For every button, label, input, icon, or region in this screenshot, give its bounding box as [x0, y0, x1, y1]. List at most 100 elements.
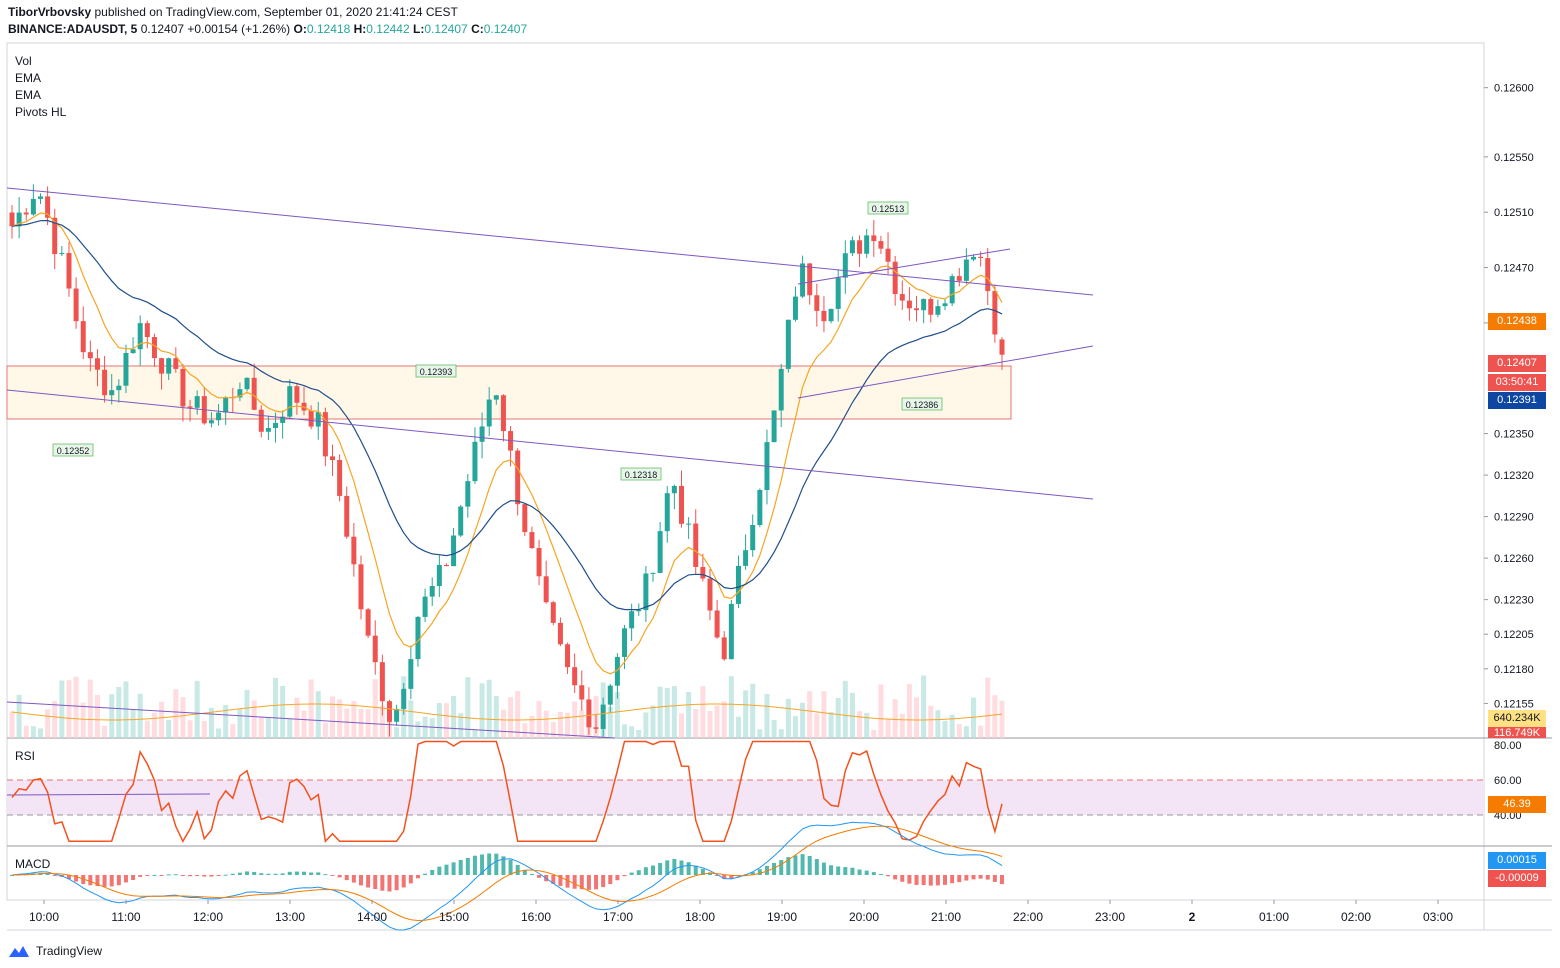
candle-body	[622, 628, 628, 657]
pivot-label-text: 0.12318	[625, 470, 658, 480]
candle-body	[785, 319, 791, 369]
ema-fast-badge: 0.12438	[1488, 313, 1546, 330]
time-tick-label: 17:00	[603, 910, 633, 924]
symbol-name[interactable]: BINANCE:ADAUSDT, 5	[8, 22, 138, 36]
candle-body	[757, 490, 763, 526]
candle-body	[251, 377, 257, 410]
candle-body	[942, 303, 948, 307]
time-tick-label: 03:00	[1423, 910, 1453, 924]
candle-body	[23, 212, 29, 215]
volume-bar	[529, 715, 535, 738]
candle-body	[607, 685, 613, 705]
volume-bar	[999, 700, 1005, 738]
volume-bar	[878, 684, 884, 738]
macd-bar	[529, 874, 534, 876]
macd-bar	[586, 875, 591, 890]
candle-body	[330, 456, 336, 461]
candle-body	[821, 310, 827, 322]
candle-body	[842, 253, 848, 278]
volume-bar	[422, 716, 428, 738]
volume-bar	[963, 726, 969, 738]
macd-bar	[159, 875, 164, 876]
candle-body	[102, 369, 108, 396]
rsi-line	[11, 740, 1003, 843]
macd-bar	[380, 875, 385, 891]
macd-bar	[480, 854, 485, 875]
volume-bar	[757, 729, 763, 738]
volume-bar	[543, 710, 549, 738]
macd-bar	[401, 875, 406, 888]
volume-ma-line	[11, 703, 1003, 721]
time-tick-label: 18:00	[685, 910, 715, 924]
volume-bar	[814, 713, 820, 738]
candle-body	[401, 688, 407, 709]
supply-zone[interactable]	[6, 365, 1012, 420]
indicator-ema-2[interactable]: EMA	[15, 88, 42, 102]
macd-bar	[10, 875, 14, 876]
macd-bar	[188, 875, 193, 877]
indicator-vol[interactable]: Vol	[15, 54, 32, 68]
time-tick-label: 20:00	[849, 910, 879, 924]
candle-body	[315, 412, 321, 427]
volume-bar	[807, 691, 813, 738]
candle-body	[707, 578, 713, 611]
volume-bar	[899, 713, 905, 738]
rsi-label[interactable]: RSI	[15, 749, 36, 763]
low-label: L:	[413, 22, 425, 36]
candle-body	[337, 460, 343, 496]
candle-body	[429, 586, 435, 597]
volume-bar	[9, 711, 15, 738]
candle-body	[914, 308, 920, 311]
candle-body	[386, 701, 392, 722]
volume-bar	[985, 677, 991, 738]
macd-bar	[622, 875, 627, 877]
macd-bar	[857, 869, 862, 875]
volume-bar	[693, 708, 699, 738]
macd-bar	[95, 875, 100, 886]
high-label: H:	[353, 22, 367, 36]
candle-body	[237, 389, 243, 398]
volume-bar	[686, 692, 692, 738]
volume-bar	[678, 713, 684, 738]
macd-bar	[472, 855, 477, 875]
macd-bar	[515, 864, 520, 875]
candle-body	[714, 610, 720, 638]
macd-bar	[309, 872, 314, 875]
time-tick-label: 13:00	[275, 910, 305, 924]
macd-bar	[330, 875, 335, 876]
author-name[interactable]: TiborVrbovsky	[8, 5, 92, 19]
high-value: 0.12442	[366, 22, 410, 36]
volume-bar	[671, 686, 677, 738]
candle-body	[166, 358, 172, 374]
volume-bar	[721, 701, 727, 738]
indicator-pivots[interactable]: Pivots HL	[15, 105, 67, 119]
macd-bar	[643, 867, 648, 875]
candle-body	[579, 685, 585, 700]
candle-body	[678, 485, 684, 524]
macd-bar	[387, 875, 392, 892]
candle-body	[280, 416, 286, 423]
indicator-ema-1[interactable]: EMA	[15, 71, 42, 85]
candle-body	[159, 358, 165, 374]
macd-bar	[45, 873, 50, 875]
macd-label[interactable]: MACD	[15, 857, 51, 871]
macd-bar	[893, 875, 898, 880]
candle-body	[572, 667, 578, 686]
pivot-labels: 0.12352 0.12393 0.12318 0.12513 0.12386	[52, 201, 943, 481]
rsi-badge: 46.39	[1488, 796, 1546, 813]
macd-bar	[131, 875, 136, 880]
volume-bar	[522, 723, 528, 738]
macd-bar	[508, 859, 513, 875]
volume-bar	[942, 720, 948, 738]
candle-body	[208, 420, 214, 424]
volume-bar	[906, 684, 912, 738]
candle-body	[137, 323, 143, 350]
macd-bar	[537, 875, 542, 878]
brand-name[interactable]: TradingView	[36, 944, 103, 958]
candle-body	[550, 602, 556, 623]
candle-body	[971, 256, 977, 260]
macd-bar	[394, 875, 399, 891]
macd-bar	[81, 875, 86, 884]
candle-body	[451, 535, 457, 567]
